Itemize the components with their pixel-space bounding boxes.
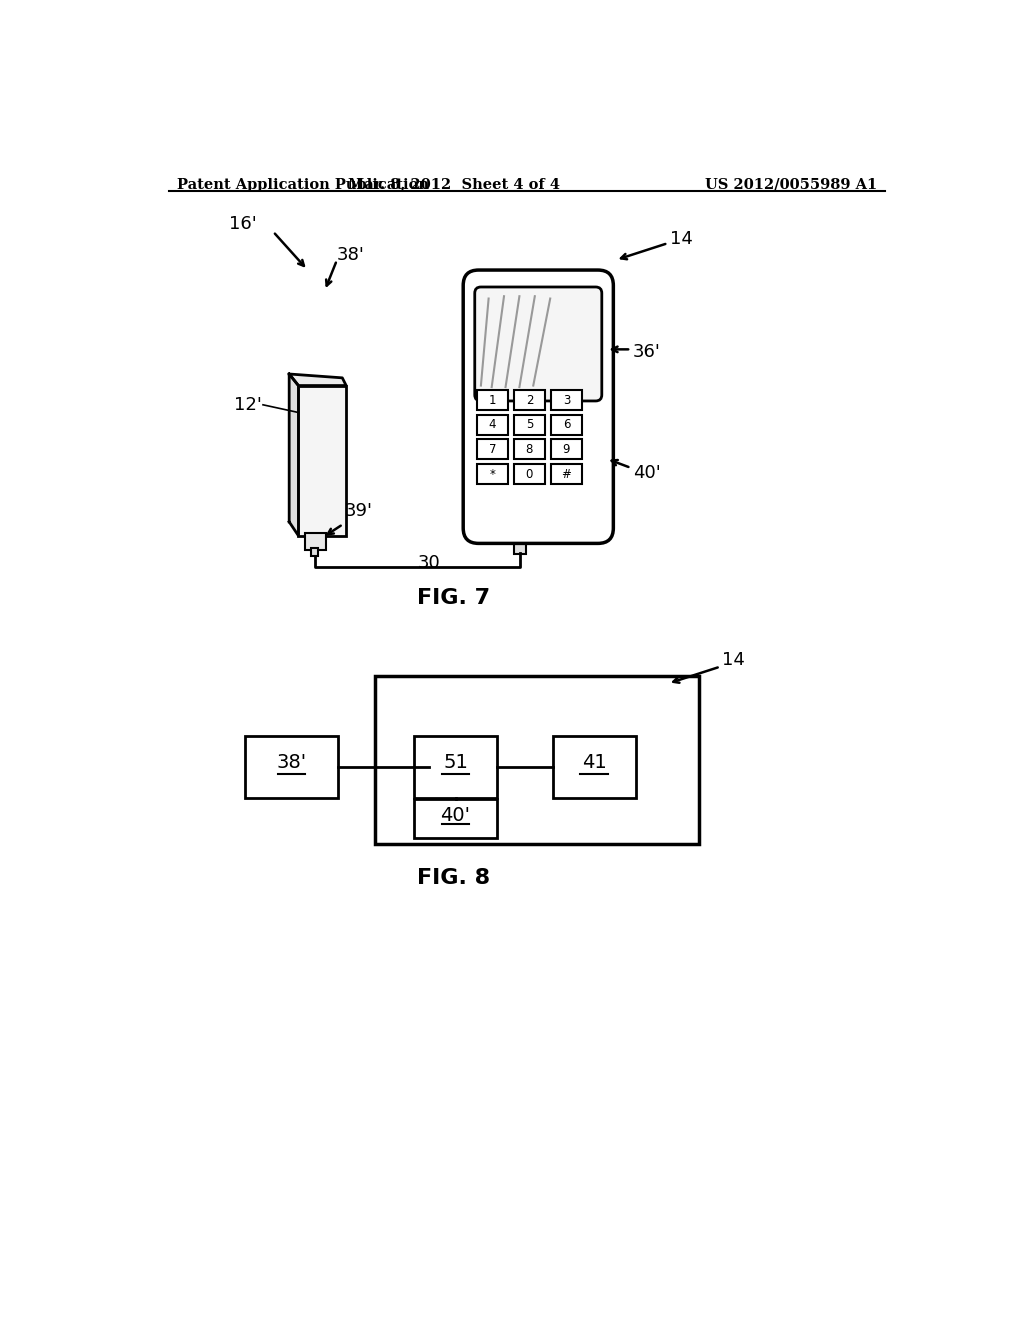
Bar bbox=[304, 533, 326, 549]
Text: 40': 40' bbox=[633, 463, 660, 482]
Bar bbox=[477, 391, 508, 411]
Text: 39': 39' bbox=[345, 502, 373, 520]
Text: FIG. 8: FIG. 8 bbox=[418, 869, 490, 888]
Text: 14: 14 bbox=[722, 652, 744, 669]
Text: #: # bbox=[561, 467, 571, 480]
Bar bbox=[514, 544, 526, 554]
Bar bbox=[551, 465, 582, 484]
Bar bbox=[310, 548, 318, 556]
Text: 2: 2 bbox=[525, 393, 534, 407]
Text: 8: 8 bbox=[525, 444, 534, 455]
Text: 7: 7 bbox=[488, 444, 497, 455]
Bar bbox=[414, 737, 497, 797]
Bar bbox=[477, 465, 508, 484]
Text: Mar. 8, 2012  Sheet 4 of 4: Mar. 8, 2012 Sheet 4 of 4 bbox=[348, 178, 560, 191]
Text: 16': 16' bbox=[229, 215, 257, 232]
Bar bbox=[551, 391, 582, 411]
Bar bbox=[414, 799, 497, 838]
Bar bbox=[514, 391, 545, 411]
Text: 51: 51 bbox=[443, 754, 468, 772]
Text: 4: 4 bbox=[488, 418, 497, 432]
Text: 30: 30 bbox=[418, 554, 440, 572]
Text: 38': 38' bbox=[337, 246, 365, 264]
Text: 3: 3 bbox=[563, 393, 570, 407]
Text: 1: 1 bbox=[488, 393, 497, 407]
Text: US 2012/0055989 A1: US 2012/0055989 A1 bbox=[706, 178, 878, 191]
Bar bbox=[477, 414, 508, 434]
Bar bbox=[551, 414, 582, 434]
FancyBboxPatch shape bbox=[475, 286, 602, 401]
Bar bbox=[298, 385, 346, 536]
Bar bbox=[553, 737, 636, 797]
Polygon shape bbox=[289, 374, 346, 385]
Text: Patent Application Publication: Patent Application Publication bbox=[177, 178, 429, 191]
Bar bbox=[514, 465, 545, 484]
Text: 6: 6 bbox=[562, 418, 570, 432]
FancyBboxPatch shape bbox=[463, 271, 613, 544]
Text: FIG. 7: FIG. 7 bbox=[418, 589, 490, 609]
Text: 38': 38' bbox=[276, 754, 306, 772]
Text: 12': 12' bbox=[233, 396, 261, 413]
Text: *: * bbox=[489, 467, 496, 480]
Text: 9: 9 bbox=[562, 444, 570, 455]
Text: 0: 0 bbox=[525, 467, 534, 480]
Text: 36': 36' bbox=[633, 343, 660, 362]
Bar bbox=[514, 414, 545, 434]
Text: 40': 40' bbox=[440, 805, 470, 825]
Polygon shape bbox=[289, 374, 298, 536]
Bar bbox=[376, 676, 698, 843]
Bar bbox=[477, 440, 508, 459]
Text: 41: 41 bbox=[582, 754, 606, 772]
Bar bbox=[551, 440, 582, 459]
Bar bbox=[245, 737, 339, 797]
Text: 5: 5 bbox=[525, 418, 534, 432]
Text: 14: 14 bbox=[670, 230, 692, 248]
Bar bbox=[514, 440, 545, 459]
